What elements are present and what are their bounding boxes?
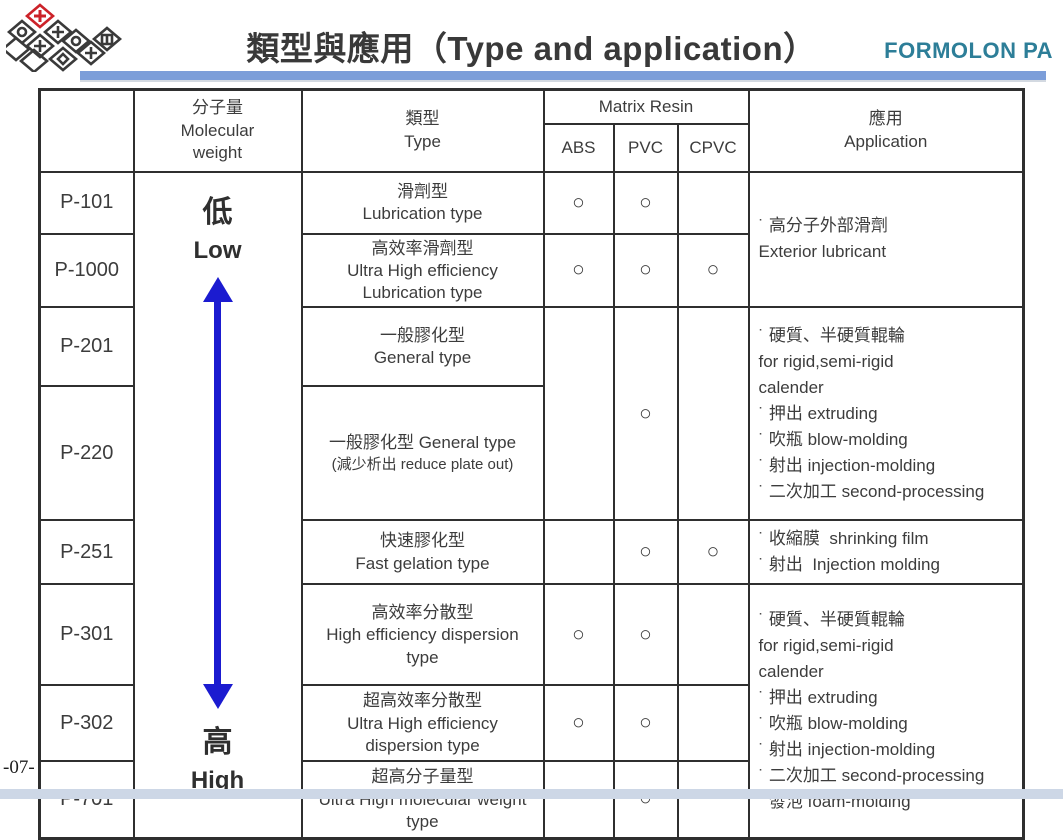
application-line: for rigid,semi-rigid [758, 351, 894, 371]
application-line: ˙ 押出 extruding [758, 403, 878, 423]
mark-cell-cpvc: ○ [676, 232, 750, 309]
mark-cell-pvc: ○ [612, 760, 679, 839]
application-line: ˙ 收縮膜 shrinking film [758, 529, 929, 549]
mark-cell-abs: ○ [542, 170, 615, 235]
mark-cell-cpvc: ○ [676, 519, 750, 586]
header-application-en: Application [844, 131, 928, 151]
header-matrix-resin: Matrix Resin [542, 88, 750, 125]
application-line: ˙ 射出 injection-molding [758, 455, 936, 475]
mark-cell-abs: ○ [542, 684, 615, 762]
product-code-cell: P-302 [38, 684, 135, 762]
arrow-up-head [202, 276, 233, 302]
mw-low-zh: 低 [202, 195, 233, 229]
header-application-zh: 應用 [868, 108, 903, 128]
application-cell-fast-gelation: ˙ 收縮膜 shrinking film ˙ 射出 Injection moldi… [747, 519, 1025, 586]
arrow-down-head [202, 683, 233, 709]
product-code-cell: P-201 [38, 306, 135, 387]
application-line: ˙ 二次加工 second-processing [758, 765, 985, 785]
table-row-p201: P-201 一般膠化型 General type ○ ˙ 硬質、半硬質輥輪 for… [38, 306, 1025, 522]
mark-cell-pvc: ○ [612, 583, 679, 686]
product-code-cell: P-251 [38, 519, 135, 586]
type-cell: 高效率分散型 High efficiency dispersion type [300, 583, 545, 686]
product-code-cell: P-1000 [38, 232, 135, 309]
mark-cell-cpvc [676, 583, 750, 686]
type-cell: 快速膠化型 Fast gelation type [300, 519, 545, 586]
application-line: ˙ 射出 Injection molding [758, 555, 940, 575]
application-line: for rigid,semi-rigid [758, 635, 894, 655]
header-molecular-weight-zh: 分子量 [192, 98, 243, 118]
mw-low-en: Low [193, 236, 242, 264]
molecular-weight-arrow-icon [202, 276, 233, 709]
product-code-cell: P-301 [38, 583, 135, 686]
header-type-en: Type [404, 131, 441, 151]
mark-cell-pvc: ○ [612, 232, 679, 309]
table-row-p1000: P-1000 高效率滑劑型 Ultra High efficiency Lubr… [38, 232, 1024, 309]
page-number: -07- [3, 757, 35, 778]
mark-cell-cpvc [676, 684, 750, 762]
application-line: ˙ 射出 injection-molding [758, 739, 936, 759]
header-molecular-weight-en: Molecular weight [180, 121, 255, 163]
mark-cell-pvc: ○ [612, 170, 679, 235]
table-row-p220: P-220 一般膠化型 General type (減少析出 reduce pl… [38, 384, 1024, 522]
application-cell-general: ˙ 硬質、半硬質輥輪 for rigid,semi-rigid calender ˙ … [747, 306, 1025, 522]
header-type: 類型 Type [300, 88, 545, 173]
application-line: ˙ 押出 extruding [758, 687, 878, 707]
type-cell: 滑劑型 Lubrication type [300, 170, 545, 235]
application-line: ˙ 吹瓶 blow-molding [758, 713, 908, 733]
header-pvc: PVC [612, 122, 679, 173]
mark-cell-pvc: ○ [612, 519, 679, 586]
title-underline [80, 71, 1046, 80]
table-row-p251: P-251 快速膠化型 Fast gelation type ○ ○ ˙ 收縮膜… [38, 519, 1025, 586]
product-code-cell: P-101 [38, 170, 135, 235]
application-line: calender [758, 661, 824, 681]
application-line: Exterior lubricant [758, 242, 887, 262]
mark-cell-pvc: ○ [612, 684, 679, 762]
header-abs: ABS [542, 122, 615, 173]
type-application-table: 分子量 Molecular weight 類型 Type Matrix Resi… [38, 88, 1025, 840]
brand-label: FORMOLON PA [884, 38, 1053, 63]
application-line: ˙ 吹瓶 blow-molding [758, 429, 908, 449]
molecular-weight-scale-cell: 低 Low 高 High [132, 170, 303, 839]
application-cell-lubricant: ˙ 高分子外部滑劑 Exterior lubricant [747, 170, 1025, 309]
mark-cell-abs: ○ [542, 232, 615, 309]
application-line: calender [758, 377, 824, 397]
header-application: 應用 Application [747, 88, 1025, 173]
application-cell-dispersion: ˙ 硬質、半硬質輥輪 for rigid,semi-rigid calender ˙ … [747, 583, 1025, 839]
page-title: 類型與應用（Type and application） [246, 30, 817, 67]
type-cell: 高效率滑劑型 Ultra High efficiency Lubrication… [300, 232, 545, 309]
type-cell: 一般膠化型 General type [300, 306, 545, 387]
product-code-cell: P-701 [38, 760, 135, 839]
product-code-cell: P-220 [38, 384, 135, 522]
type-cell: 一般膠化型 General type (減少析出 reduce plate ou… [300, 384, 545, 522]
footer-bar [0, 789, 1063, 799]
type-cell: 超高分子量型 Ultra High molecular weight type [300, 760, 545, 839]
mw-high-zh: 高 [202, 725, 233, 759]
application-line: ˙ 硬質、半硬質輥輪 [758, 609, 905, 629]
application-line: ˙ 高分子外部滑劑 [758, 216, 888, 236]
mark-cell-cpvc [676, 306, 750, 522]
table-row-p302: P-302 超高效率分散型 Ultra High efficiency disp… [38, 684, 1024, 762]
application-line: ˙ 硬質、半硬質輥輪 [758, 325, 905, 345]
arrow-shaft [214, 301, 221, 684]
mark-cell-cpvc [676, 170, 750, 235]
header-code-blank [38, 88, 135, 173]
mark-cell-cpvc [676, 760, 750, 839]
company-logo-icon [6, 3, 123, 72]
mark-cell-pvc: ○ [612, 306, 679, 522]
table-row-p101: P-101 低 Low 高 High 滑劑型 [38, 170, 1025, 839]
application-line: ˙ 二次加工 second-processing [758, 481, 985, 501]
mark-cell-abs [542, 306, 615, 522]
mark-cell-abs: ○ [542, 583, 615, 686]
header-molecular-weight: 分子量 Molecular weight [132, 88, 303, 173]
header-type-zh: 類型 [405, 108, 440, 128]
mark-cell-abs [542, 519, 615, 586]
mark-cell-abs [542, 760, 615, 839]
type-cell: 超高效率分散型 Ultra High efficiency dispersion… [300, 684, 545, 762]
header-cpvc: CPVC [676, 122, 750, 173]
